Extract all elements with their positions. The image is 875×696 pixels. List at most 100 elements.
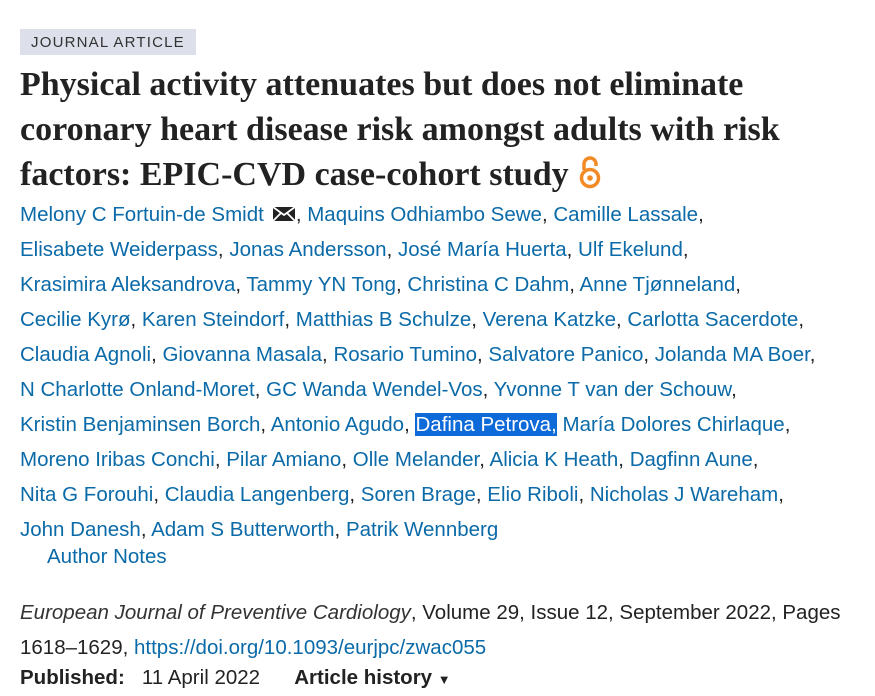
separator: ,: [404, 413, 410, 436]
author-name[interactable]: N Charlotte Onland-Moret: [20, 378, 255, 401]
author-name[interactable]: Elio Riboli: [487, 483, 579, 506]
author-name[interactable]: Anne Tjønneland: [579, 273, 736, 296]
author-entry: Dagfinn Aune,: [630, 448, 759, 471]
author-name[interactable]: GC Wanda Wendel-Vos: [266, 378, 483, 401]
separator: ,: [477, 343, 483, 366]
article-history[interactable]: Article history: [294, 666, 433, 689]
author-name[interactable]: Nicholas J Wareham: [589, 483, 779, 506]
author-list: Melony C Fortuin-de Smidt, Maquins Odhia…: [20, 197, 816, 547]
author-name[interactable]: Moreno Iribas Conchi: [20, 448, 215, 471]
author-entry: Rosario Tumino,: [333, 343, 482, 366]
author-name[interactable]: Ulf Ekelund: [578, 238, 683, 261]
author-name[interactable]: Cecilie Kyrø: [20, 308, 131, 331]
author-name[interactable]: Matthias B Schulze: [295, 308, 472, 331]
author-name[interactable]: Claudia Agnoli: [20, 343, 152, 366]
author-name[interactable]: Claudia Langenberg: [164, 483, 350, 506]
author-name[interactable]: Karen Steindorf: [141, 308, 285, 331]
separator: ,: [809, 343, 816, 366]
author-name[interactable]: Salvatore Panico: [488, 343, 644, 366]
author-name[interactable]: Dafina Petrova: [415, 413, 552, 436]
author-name[interactable]: Verena Katzke: [482, 308, 616, 331]
author-line: Elisabete Weiderpass, Jonas Andersson, J…: [20, 232, 816, 267]
author-name[interactable]: Tammy YN Tong: [246, 273, 397, 296]
author-name[interactable]: John Danesh: [20, 518, 141, 541]
author-name[interactable]: Patrik Wennberg: [345, 518, 499, 541]
author-name[interactable]: Soren Brage: [360, 483, 476, 506]
author-name[interactable]: Rosario Tumino: [333, 343, 477, 366]
author-name[interactable]: Krasimira Aleksandrova: [20, 273, 236, 296]
author-name[interactable]: Elisabete Weiderpass: [20, 238, 218, 261]
author-entry: Dafina Petrova,: [415, 413, 557, 436]
author-name[interactable]: Maquins Odhiambo Sewe: [307, 203, 542, 226]
author-name[interactable]: Carlotta Sacerdote: [627, 308, 799, 331]
author-line: Kristin Benjaminsen Borch, Antonio Agudo…: [20, 407, 816, 442]
citation-details: , Volume 29, Issue 12, September 2022, P…: [20, 601, 841, 659]
separator: ,: [569, 273, 575, 296]
doi-link[interactable]: https://doi.org/10.1093/eurjpc/zwac055: [134, 636, 487, 659]
author-entry: Karen Steindorf,: [142, 308, 290, 331]
author-entry: Giovanna Masala,: [162, 343, 327, 366]
separator: ,: [386, 238, 393, 261]
author-entry: Claudia Agnoli,: [20, 343, 157, 366]
separator: ,: [482, 378, 489, 401]
journal: European Journal of Preventive Cardiolog…: [20, 601, 411, 624]
separator: ,: [140, 518, 147, 541]
author-entry: Soren Brage,: [361, 483, 482, 506]
dropdown-arrow: ▼: [437, 672, 451, 687]
separator: ,: [284, 308, 291, 331]
separator: ,: [341, 448, 348, 471]
author-name[interactable]: Jonas Andersson: [229, 238, 387, 261]
separator: ,: [616, 308, 622, 331]
author-line: Moreno Iribas Conchi, Pilar Amiano, Olle…: [20, 442, 816, 477]
author-line: Nita G Forouhi, Claudia Langenberg, Sore…: [20, 477, 816, 512]
author-entry: Yvonne T van der Schouw,: [494, 378, 737, 401]
separator: ,: [551, 413, 557, 436]
separator: ,: [566, 238, 573, 261]
mail-icon[interactable]: [272, 206, 296, 222]
author-entry: Maquins Odhiambo Sewe,: [307, 203, 547, 226]
author-name[interactable]: Yvonne T van der Schouw: [493, 378, 732, 401]
open-access-icon: [579, 156, 601, 189]
separator: ,: [334, 518, 341, 541]
author-entry: Jolanda MA Boer,: [655, 343, 816, 366]
author-entry: Christina C Dahm,: [407, 273, 574, 296]
separator: ,: [578, 483, 585, 506]
published-label: Published:: [20, 666, 125, 689]
author-name[interactable]: Christina C Dahm: [407, 273, 570, 296]
separator: ,: [235, 273, 242, 296]
author-name[interactable]: Olle Melander: [352, 448, 480, 471]
separator: ,: [798, 308, 805, 331]
author-entry: Adam S Butterworth,: [151, 518, 340, 541]
author-name[interactable]: Nita G Forouhi: [20, 483, 154, 506]
author-name[interactable]: Dagfinn Aune: [629, 448, 753, 471]
author-entry: Moreno Iribas Conchi,: [20, 448, 221, 471]
author-line: Melony C Fortuin-de Smidt, Maquins Odhia…: [20, 197, 816, 232]
title-text: Physical activity attenuates but does no…: [20, 66, 780, 193]
author-line: N Charlotte Onland-Moret, GC Wanda Wende…: [20, 372, 816, 407]
author-name[interactable]: Kristin Benjaminsen Borch: [20, 413, 261, 436]
author-entry: Ulf Ekelund,: [578, 238, 689, 261]
author-name[interactable]: María Dolores Chirlaque: [562, 413, 785, 436]
separator: ,: [322, 343, 328, 366]
author-name[interactable]: Pilar Amiano: [226, 448, 342, 471]
separator: ,: [698, 203, 704, 226]
author-name[interactable]: Giovanna Masala: [162, 343, 323, 366]
separator: ,: [731, 378, 737, 401]
author-entry: Camille Lassale,: [553, 203, 703, 226]
author-name[interactable]: Camille Lassale: [553, 203, 699, 226]
author-name[interactable]: Jolanda MA Boer: [654, 343, 810, 366]
separator: ,: [217, 238, 224, 261]
author-entry: Elio Riboli,: [487, 483, 584, 506]
author-name[interactable]: Melony C Fortuin-de Smidt: [20, 203, 264, 226]
author-name[interactable]: Antonio Agudo: [270, 413, 405, 436]
author-entry: N Charlotte Onland-Moret,: [20, 378, 260, 401]
author-entry: Elisabete Weiderpass,: [20, 238, 224, 261]
author-name[interactable]: José María Huerta: [398, 238, 567, 261]
author-name[interactable]: Alicia K Heath: [489, 448, 619, 471]
author-entry: Nita G Forouhi,: [20, 483, 159, 506]
author-entry: Krasimira Aleksandrova,: [20, 273, 241, 296]
author-notes[interactable]: Author Notes: [47, 545, 167, 568]
author-name[interactable]: Adam S Butterworth: [151, 518, 335, 541]
author-entry: Kristin Benjaminsen Borch,: [20, 413, 266, 436]
separator: ,: [260, 413, 267, 436]
